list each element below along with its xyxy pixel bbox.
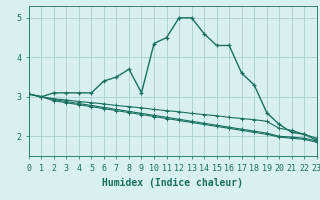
X-axis label: Humidex (Indice chaleur): Humidex (Indice chaleur) bbox=[102, 178, 243, 188]
